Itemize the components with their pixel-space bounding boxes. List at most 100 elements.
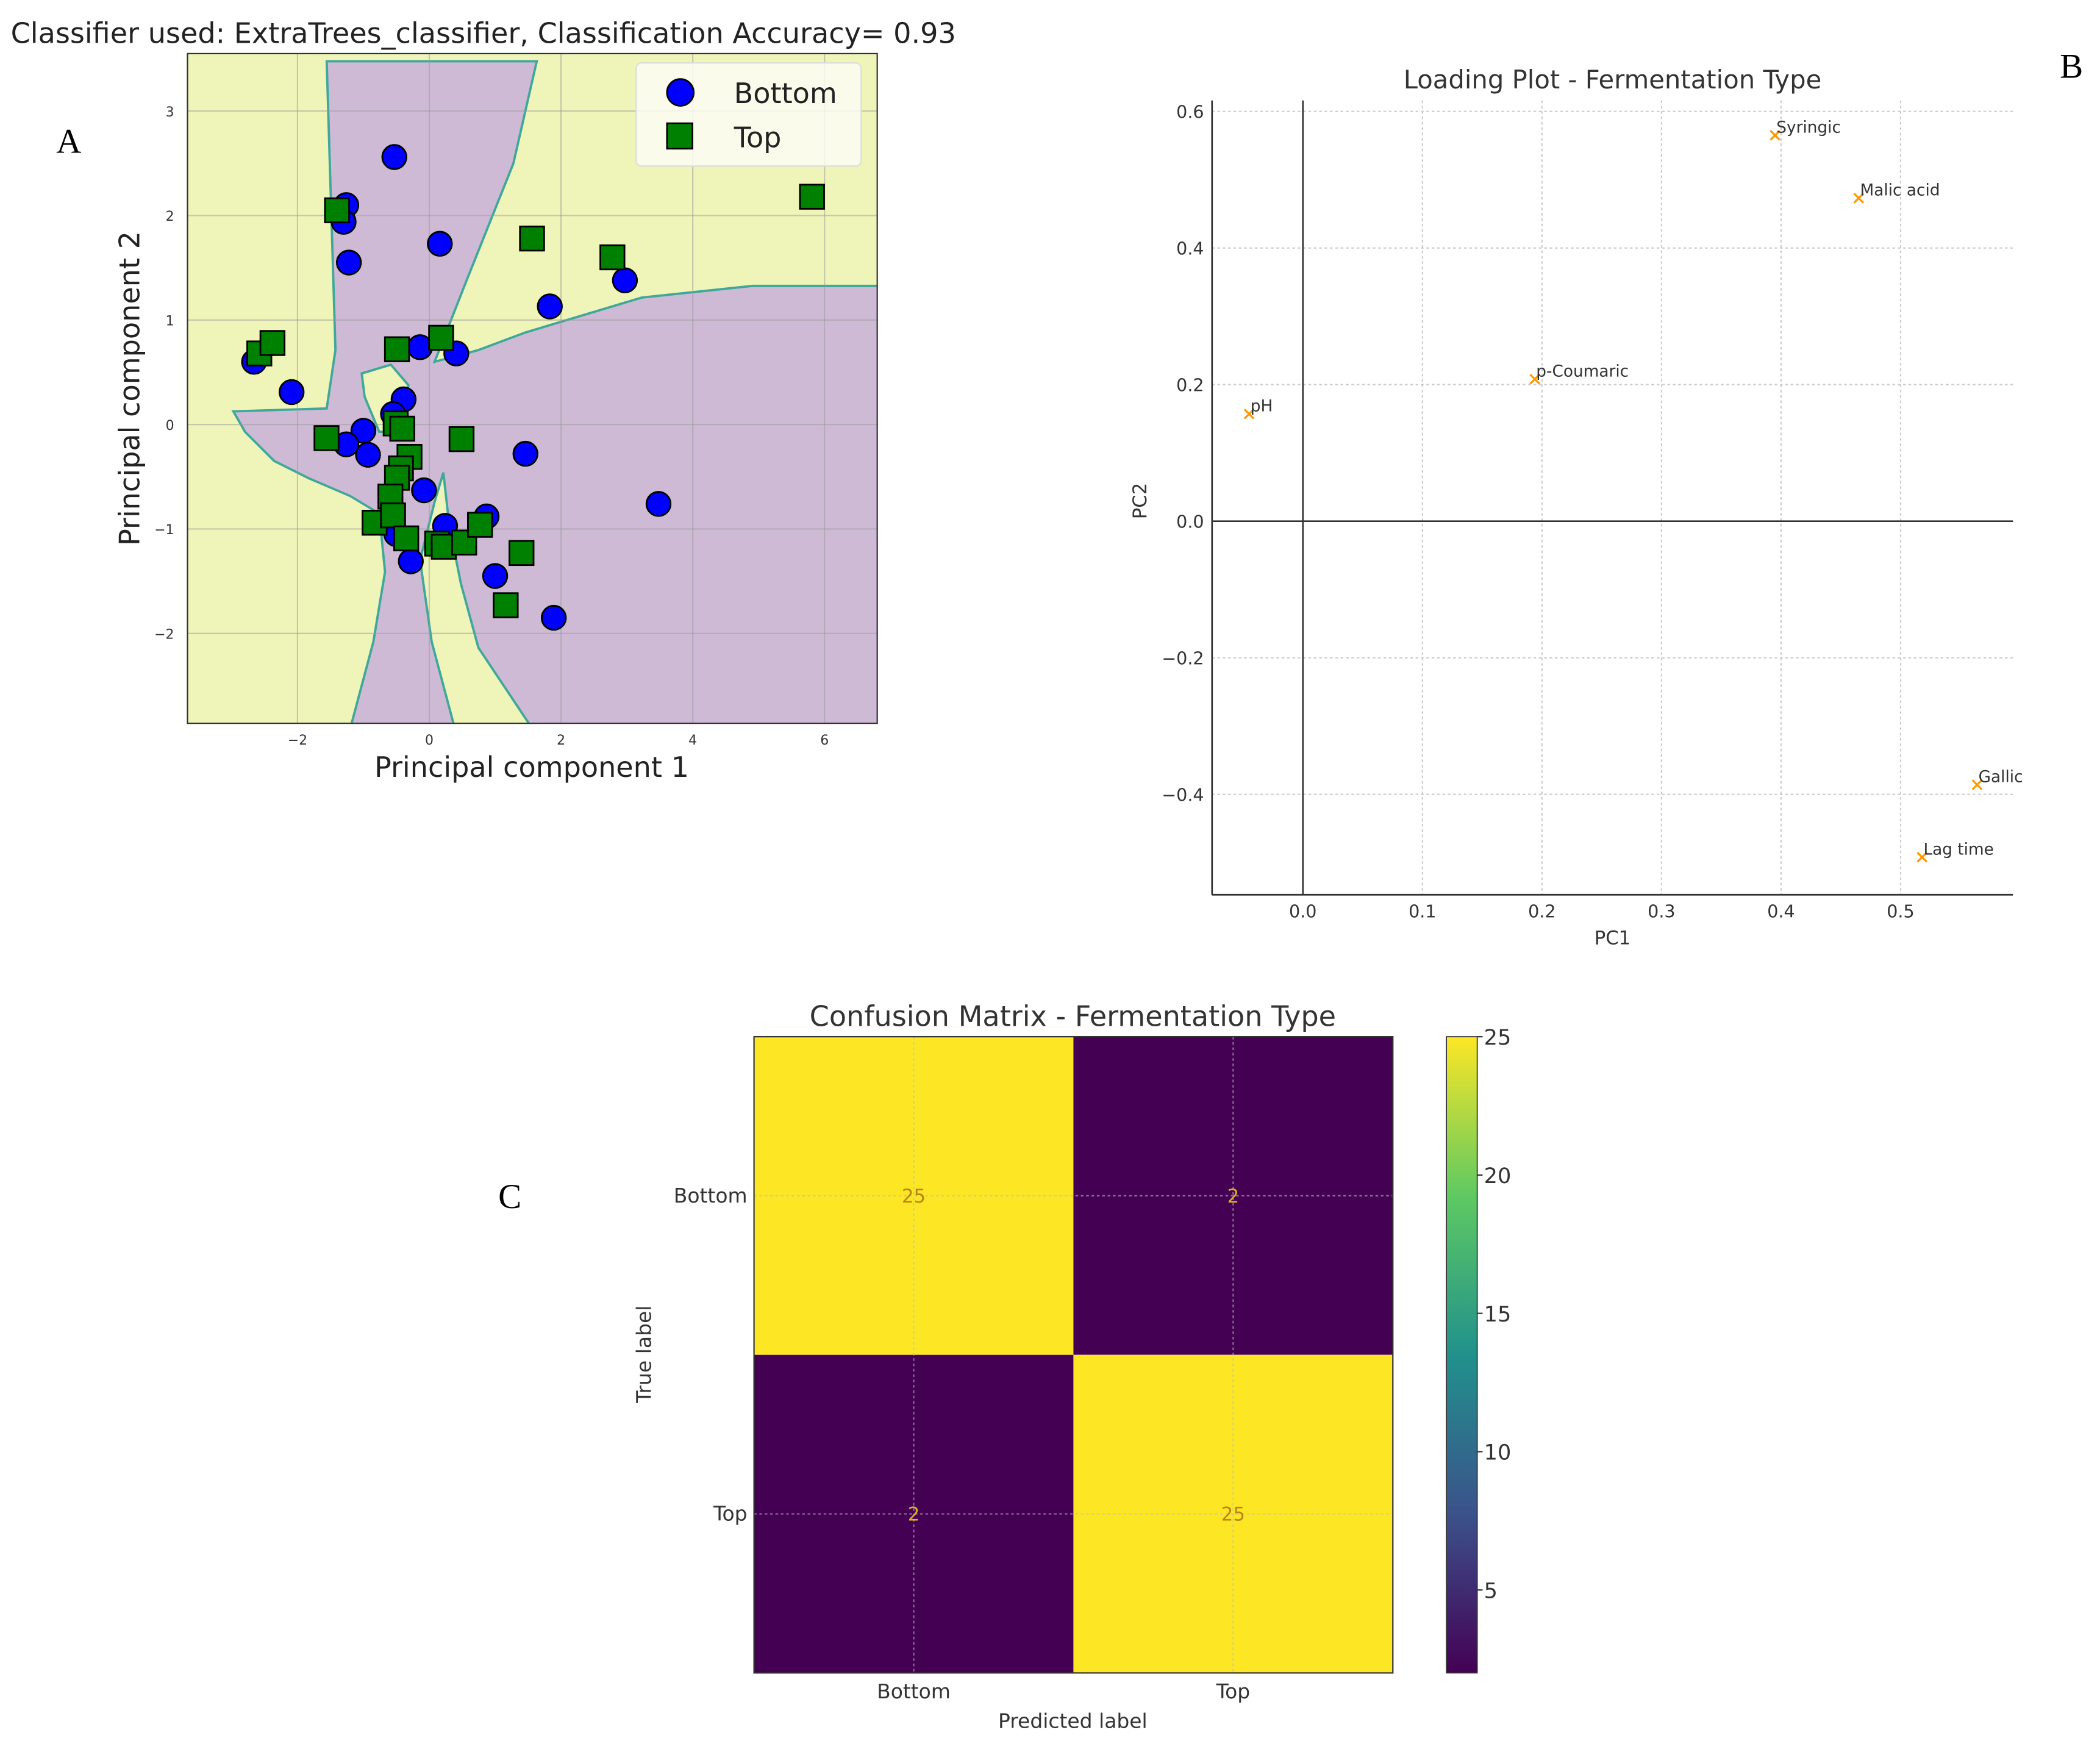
- point-bottom: [482, 563, 509, 589]
- x-tick-label: 0.2: [1528, 901, 1555, 922]
- loading-label: Syringic: [1776, 118, 1841, 137]
- point-top: [519, 225, 545, 252]
- chart-b-ylabel: PC2: [1129, 483, 1151, 520]
- point-top: [313, 425, 340, 451]
- y-tick-label: −0.2: [1162, 648, 1204, 669]
- chart-a-xlabel: Principal component 1: [374, 751, 689, 784]
- point-bottom: [512, 440, 538, 467]
- y-tick-label: Bottom: [674, 1184, 748, 1207]
- point-top: [428, 324, 454, 351]
- axes-a-frame: [187, 52, 878, 724]
- grid-b: [1212, 100, 2013, 895]
- point-top: [324, 197, 350, 224]
- point-bottom: [537, 293, 563, 320]
- point-top: [799, 184, 825, 210]
- y-tick-label: −1: [154, 523, 174, 538]
- cell-value: 2: [1227, 1185, 1240, 1207]
- y-tick-label: 1: [166, 314, 174, 329]
- region-bottom: [231, 60, 877, 724]
- loading-label: Lag time: [1923, 840, 1993, 859]
- y-tick-label: 0: [166, 418, 174, 434]
- x-tick-label: 0.0: [1289, 901, 1316, 922]
- panel-a: A Classifier used: ExtraTrees_classifier…: [11, 16, 956, 784]
- x-tick-label: 0.4: [1767, 901, 1795, 922]
- point-top: [259, 330, 286, 356]
- point-top: [384, 336, 410, 362]
- chart-a-title: Classifier used: ExtraTrees_classifier, …: [11, 16, 956, 49]
- point-bottom: [612, 267, 638, 293]
- colorbar-tick-label: 20: [1484, 1164, 1512, 1189]
- ticks-c: Bottom Top Bottom Top: [674, 1184, 1250, 1703]
- colorbar-ticks: 5 10 15 20 25: [1477, 1025, 1512, 1603]
- y-tick-label: 0.0: [1176, 512, 1204, 532]
- panel-label-a: A: [56, 122, 81, 160]
- point-bottom: [398, 548, 424, 574]
- chart-b-xlabel: PC1: [1595, 928, 1631, 949]
- x-tick-label: 0.1: [1409, 901, 1436, 922]
- y-tick-label: 2: [166, 209, 174, 224]
- y-tick-label: −2: [154, 628, 174, 643]
- y-tick-label: −0.4: [1162, 785, 1204, 806]
- loading-marker: [1916, 851, 1928, 863]
- point-bottom: [540, 604, 567, 631]
- colorbar-tick-label: 5: [1484, 1578, 1498, 1603]
- panel-c: C Confusion Matrix - Fermentation Type 2…: [498, 1000, 1511, 1733]
- point-bottom: [427, 231, 453, 257]
- x-tick-label: Top: [1216, 1679, 1251, 1703]
- panel-label-c: C: [498, 1178, 521, 1216]
- ticks-a: −2 0 2 4 6 −2 −1 0 1 2 3: [154, 105, 829, 748]
- x-tick-label: 0: [425, 733, 434, 748]
- points-b: Syringic Malic acid p-Coumaric pH Gallic Lag …: [1243, 118, 2023, 863]
- chart-a-ylabel: Principal component 2: [113, 231, 146, 546]
- chart-c-title: Confusion Matrix - Fermentation Type: [810, 1000, 1336, 1033]
- legend-label-bottom: Bottom: [734, 77, 837, 110]
- point-top: [509, 540, 535, 567]
- y-tick-label: 3: [166, 105, 174, 120]
- point-bottom: [645, 491, 672, 517]
- point-bottom: [355, 442, 381, 468]
- legend-label-top: Top: [734, 121, 782, 154]
- heatmap-c: 25 2 2 25: [754, 1037, 1393, 1673]
- point-top: [389, 415, 415, 442]
- point-bottom: [279, 379, 305, 406]
- point-top: [448, 426, 475, 452]
- points-a: [241, 144, 825, 631]
- cell-value: 25: [1221, 1504, 1245, 1526]
- cell-value: 25: [902, 1185, 926, 1207]
- y-tick-label: 0.6: [1176, 102, 1204, 123]
- chart-c-xlabel: Predicted label: [998, 1709, 1148, 1732]
- colorbar-tick-label: 10: [1484, 1440, 1512, 1465]
- x-tick-label: 6: [820, 733, 829, 748]
- x-tick-label: −2: [288, 733, 307, 748]
- loading-label: Gallic: [1979, 768, 2023, 787]
- point-bottom: [411, 477, 437, 504]
- cell-value: 2: [908, 1504, 920, 1526]
- panel-b: B Loading Plot - Fermentation Type 0.0 0.…: [1129, 47, 2083, 949]
- legend-a: Bottom Top: [635, 62, 862, 167]
- chart-b-title: Loading Plot - Fermentation Type: [1404, 65, 1822, 95]
- colorbar: [1446, 1036, 1478, 1674]
- point-bottom: [335, 249, 362, 276]
- point-top: [599, 244, 626, 271]
- point-top: [493, 592, 519, 618]
- loading-marker: [1529, 373, 1540, 385]
- x-tick-label: 0.3: [1648, 901, 1675, 922]
- colorbar-tick-label: 25: [1484, 1025, 1512, 1050]
- loading-label: Malic acid: [1860, 182, 1940, 200]
- y-tick-label: 0.4: [1176, 238, 1204, 259]
- legend-marker-bottom: [666, 78, 695, 107]
- loading-label: p-Coumaric: [1536, 362, 1629, 381]
- loading-label: pH: [1251, 397, 1273, 415]
- colorbar-tick-label: 15: [1484, 1302, 1512, 1327]
- chart-c-ylabel: True label: [632, 1306, 655, 1404]
- point-bottom: [381, 144, 407, 170]
- x-tick-label: Bottom: [877, 1679, 951, 1703]
- point-top: [393, 525, 420, 552]
- y-tick-label: Top: [713, 1502, 748, 1526]
- x-tick-label: 4: [688, 733, 697, 748]
- loading-marker: [1971, 779, 1983, 790]
- loading-marker: [1853, 193, 1865, 204]
- axes-c-frame: [753, 1035, 1394, 1674]
- y-tick-label: 0.2: [1176, 375, 1204, 396]
